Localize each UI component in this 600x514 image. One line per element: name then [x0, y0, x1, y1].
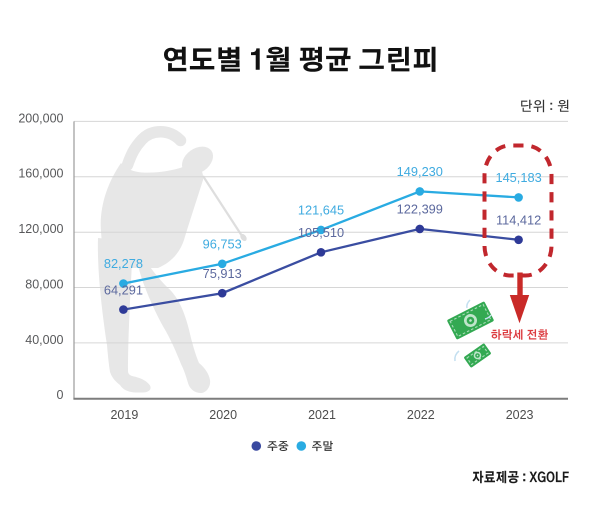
- svg-text:120,000: 120,000: [18, 222, 63, 236]
- svg-text:82,278: 82,278: [104, 256, 143, 271]
- svg-text:200,000: 200,000: [18, 111, 63, 125]
- svg-text:105,510: 105,510: [298, 225, 344, 240]
- svg-text:2023: 2023: [506, 408, 534, 422]
- svg-text:80,000: 80,000: [25, 277, 63, 291]
- svg-text:2021: 2021: [308, 408, 336, 422]
- svg-text:2022: 2022: [407, 408, 435, 422]
- svg-text:145,183: 145,183: [495, 170, 541, 185]
- svg-text:121,645: 121,645: [298, 203, 344, 218]
- svg-text:160,000: 160,000: [18, 167, 63, 181]
- svg-text:96,753: 96,753: [203, 237, 242, 252]
- svg-text:114,412: 114,412: [496, 213, 541, 228]
- svg-text:149,230: 149,230: [397, 164, 443, 179]
- svg-text:64,291: 64,291: [104, 282, 143, 297]
- svg-text:75,913: 75,913: [203, 266, 242, 281]
- svg-text:2019: 2019: [110, 408, 138, 422]
- svg-text:122,399: 122,399: [397, 202, 443, 217]
- svg-text:0: 0: [57, 388, 64, 402]
- svg-text:40,000: 40,000: [25, 333, 63, 347]
- svg-text:2020: 2020: [209, 408, 237, 422]
